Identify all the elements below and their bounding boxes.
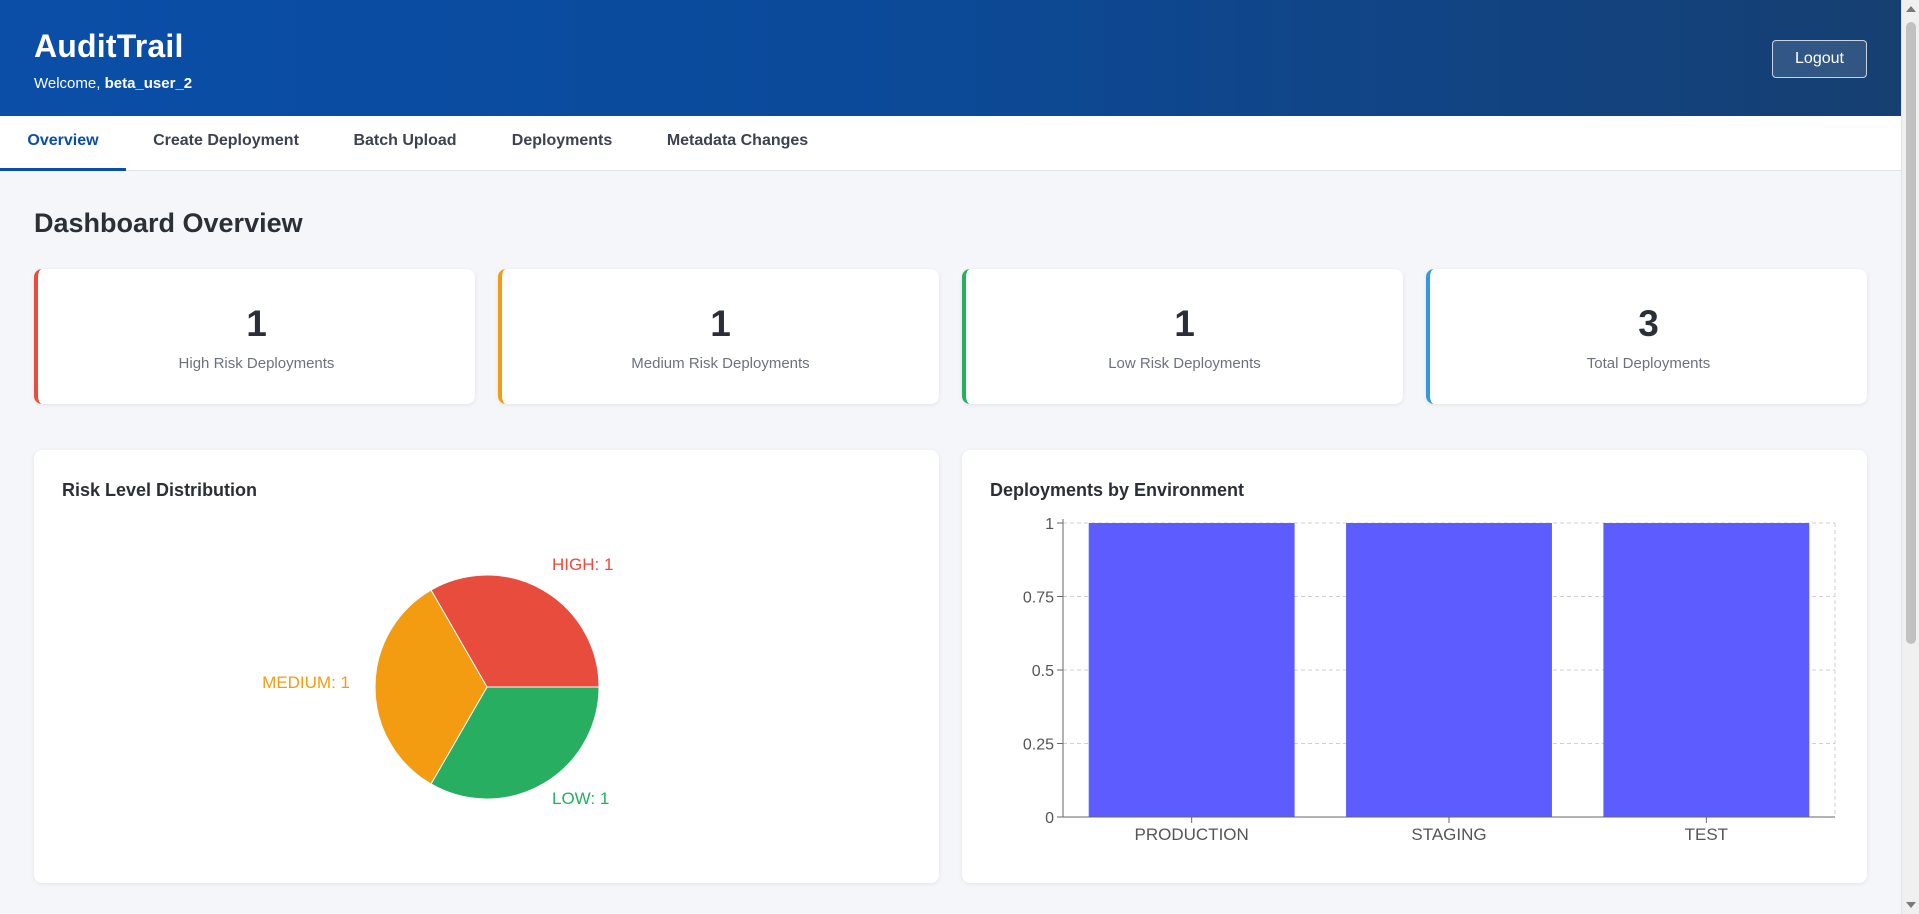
bar-production[interactable] <box>1088 523 1295 817</box>
stat-value: 1 <box>1174 303 1195 344</box>
app-title: AuditTrail <box>34 28 184 64</box>
y-tick-label: 1 <box>1045 516 1054 533</box>
panel-title: Risk Level Distribution <box>62 480 258 500</box>
pie-label-low: LOW: 1 <box>552 789 609 808</box>
environment-panel: Deployments by Environment 0 0.25 0.5 0.75 1… <box>962 450 1867 883</box>
bar-test[interactable] <box>1603 523 1810 817</box>
stat-card-low-risk: 1 Low Risk Deployments <box>962 269 1403 404</box>
stat-label: Medium Risk Deployments <box>631 355 810 372</box>
pie-slice-low[interactable] <box>430 686 600 800</box>
pie-slice-medium[interactable] <box>374 589 488 785</box>
welcome-message: Welcome, beta_user_2 <box>34 75 192 92</box>
y-tick-label: 0.5 <box>1032 663 1054 680</box>
stat-card-total: 3 Total Deployments <box>1426 269 1867 404</box>
y-tick-label: 0.25 <box>1023 737 1054 754</box>
environment-bar-chart: 0 0.25 0.5 0.75 1 PRODUCTION STAGING TEST <box>1023 516 1836 844</box>
tab-batch-upload[interactable]: Batch Upload <box>353 132 457 149</box>
stat-card-high-risk: 1 High Risk Deployments <box>34 269 475 404</box>
scroll-up-icon[interactable] <box>1906 6 1916 12</box>
logout-button[interactable]: Logout <box>1772 40 1867 78</box>
stat-value: 1 <box>710 303 731 344</box>
stat-value: 1 <box>246 303 267 344</box>
tab-create-deployment[interactable]: Create Deployment <box>153 132 299 149</box>
pie-slice-high[interactable] <box>430 574 600 688</box>
stat-label: High Risk Deployments <box>178 355 335 372</box>
panel-title: Deployments by Environment <box>990 480 1245 500</box>
y-tick-label: 0.75 <box>1023 590 1054 607</box>
app-header: AuditTrail Welcome, beta_user_2 Logout <box>0 0 1901 116</box>
y-tick-label: 0 <box>1045 810 1054 827</box>
page-title: Dashboard Overview <box>34 208 303 238</box>
risk-pie-chart: HIGH: 1 LOW: 1 MEDIUM: 1 <box>262 555 613 808</box>
pie-label-high: HIGH: 1 <box>552 555 613 574</box>
stat-label: Low Risk Deployments <box>1108 355 1261 372</box>
tab-overview[interactable]: Overview <box>0 116 126 171</box>
tab-deployments[interactable]: Deployments <box>511 132 613 149</box>
x-tick-label: TEST <box>1685 825 1728 844</box>
welcome-prefix: Welcome, <box>34 75 105 92</box>
x-tick-label: STAGING <box>1411 825 1486 844</box>
x-tick-label: PRODUCTION <box>1135 825 1249 844</box>
username: beta_user_2 <box>104 75 193 92</box>
scroll-thumb[interactable] <box>1906 22 1916 644</box>
scroll-down-icon[interactable] <box>1906 902 1916 908</box>
bar-staging[interactable] <box>1346 523 1552 817</box>
page-scrollbar[interactable] <box>1901 0 1919 914</box>
nav-tabs: Overview Create Deployment Batch Upload … <box>0 116 1901 171</box>
stat-card-medium-risk: 1 Medium Risk Deployments <box>498 269 939 404</box>
tab-metadata-changes[interactable]: Metadata Changes <box>666 132 809 149</box>
pie-label-medium: MEDIUM: 1 <box>262 673 350 692</box>
stat-label: Total Deployments <box>1586 355 1711 372</box>
stat-value: 3 <box>1638 303 1659 344</box>
risk-distribution-panel: Risk Level Distribution HIGH: 1 LOW: 1 MED… <box>34 450 939 883</box>
